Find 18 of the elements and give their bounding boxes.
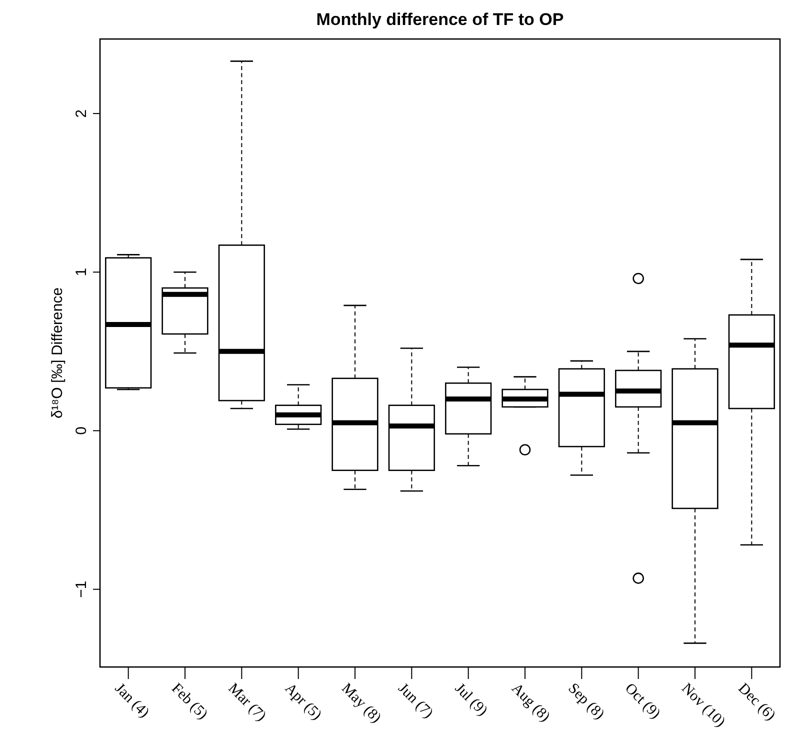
x-tick-label: May (8): [338, 680, 384, 726]
x-tick-label: Sep (8): [564, 680, 608, 723]
x-tick-label: Dec (6): [734, 680, 778, 724]
x-tick-label: Aug (8): [508, 680, 553, 726]
x-tick-label: Feb (5): [168, 680, 210, 723]
y-tick-label: 0: [73, 426, 90, 435]
y-tick-label: −1: [73, 580, 90, 598]
x-tick-label: Apr (5): [282, 680, 324, 724]
y-tick-label: 2: [73, 109, 90, 118]
y-axis-title: δ¹⁸O [‰] Difference: [49, 287, 66, 419]
x-tick-label: Nov (10): [678, 680, 728, 730]
x-tick-label: Oct (9): [622, 680, 664, 722]
y-tick-label: 1: [73, 268, 90, 276]
x-tick-label: Jan (4): [112, 680, 152, 721]
x-tick-label: Jun (7): [394, 680, 436, 722]
x-tick-label: Mar (7): [224, 680, 269, 725]
chart-title: Monthly difference of TF to OP: [316, 10, 564, 29]
x-tick-label: Jul (9): [452, 680, 490, 720]
